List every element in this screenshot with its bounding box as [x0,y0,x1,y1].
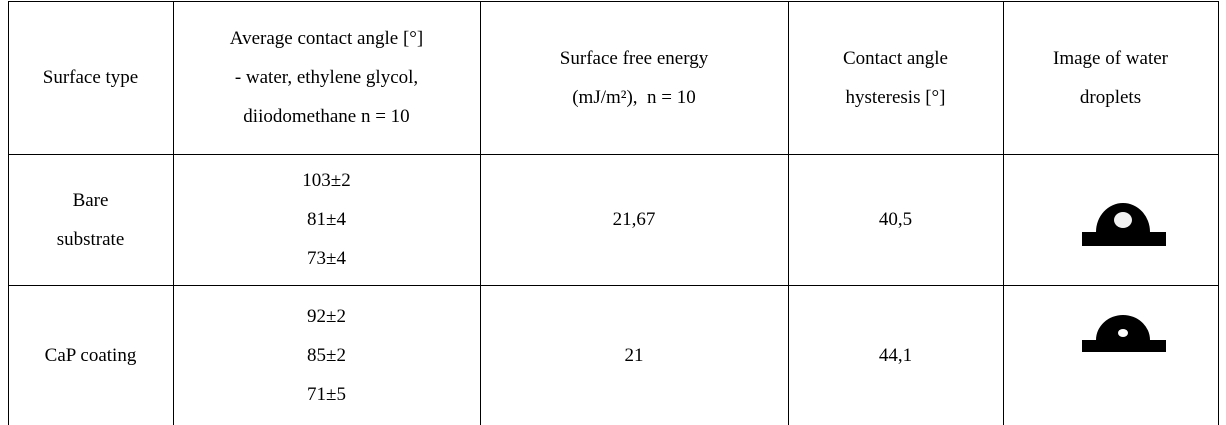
cell-text: - water, ethylene glycol, [235,58,418,97]
header-cell: Surface type [8,1,173,154]
cell-text: diiodomethane n = 10 [243,97,409,136]
cell-text: (mJ/m²), n = 10 [572,78,696,117]
cell-text: droplets [1080,78,1141,117]
cell-text: Surface free energy [560,39,708,78]
table-cell: CaP coating [8,285,173,425]
cell-text: 44,1 [879,336,912,375]
cell-text: 85±2 [307,336,346,375]
cell-text: hysteresis [°] [846,78,946,117]
cell-text: 81±4 [307,200,346,239]
droplet-image [1080,312,1170,356]
table-cell: 40,5 [788,154,1003,285]
cell-text: Image of water [1053,39,1168,78]
cell-text: substrate [57,220,125,259]
table-cell: 44,1 [788,285,1003,425]
cell-text: 92±2 [307,297,346,336]
cell-text: Surface type [43,58,138,97]
cell-text: CaP coating [45,336,137,375]
cell-text: 21 [625,336,644,375]
table-cell: 21 [480,285,788,425]
table: Surface type Average contact angle [°]- w… [0,0,1226,425]
cell-text: Average contact angle [°] [230,19,423,58]
page: {"table": { "header": [ ["Surface type"]… [0,0,1226,425]
border [1218,1,1219,425]
cell-text: 73±4 [307,239,346,278]
table-cell: 21,67 [480,154,788,285]
cell-text: 40,5 [879,200,912,239]
cell-text: 21,67 [613,200,656,239]
cell-text: 71±5 [307,375,346,414]
cell-text: 103±2 [302,161,350,200]
cell-text: Contact angle [843,39,948,78]
cell-text: Bare [73,181,109,220]
header-cell: Average contact angle [°]- water, ethyle… [173,1,480,154]
droplet-image [1080,198,1170,250]
header-cell: Surface free energy(mJ/m²), n = 10 [480,1,788,154]
